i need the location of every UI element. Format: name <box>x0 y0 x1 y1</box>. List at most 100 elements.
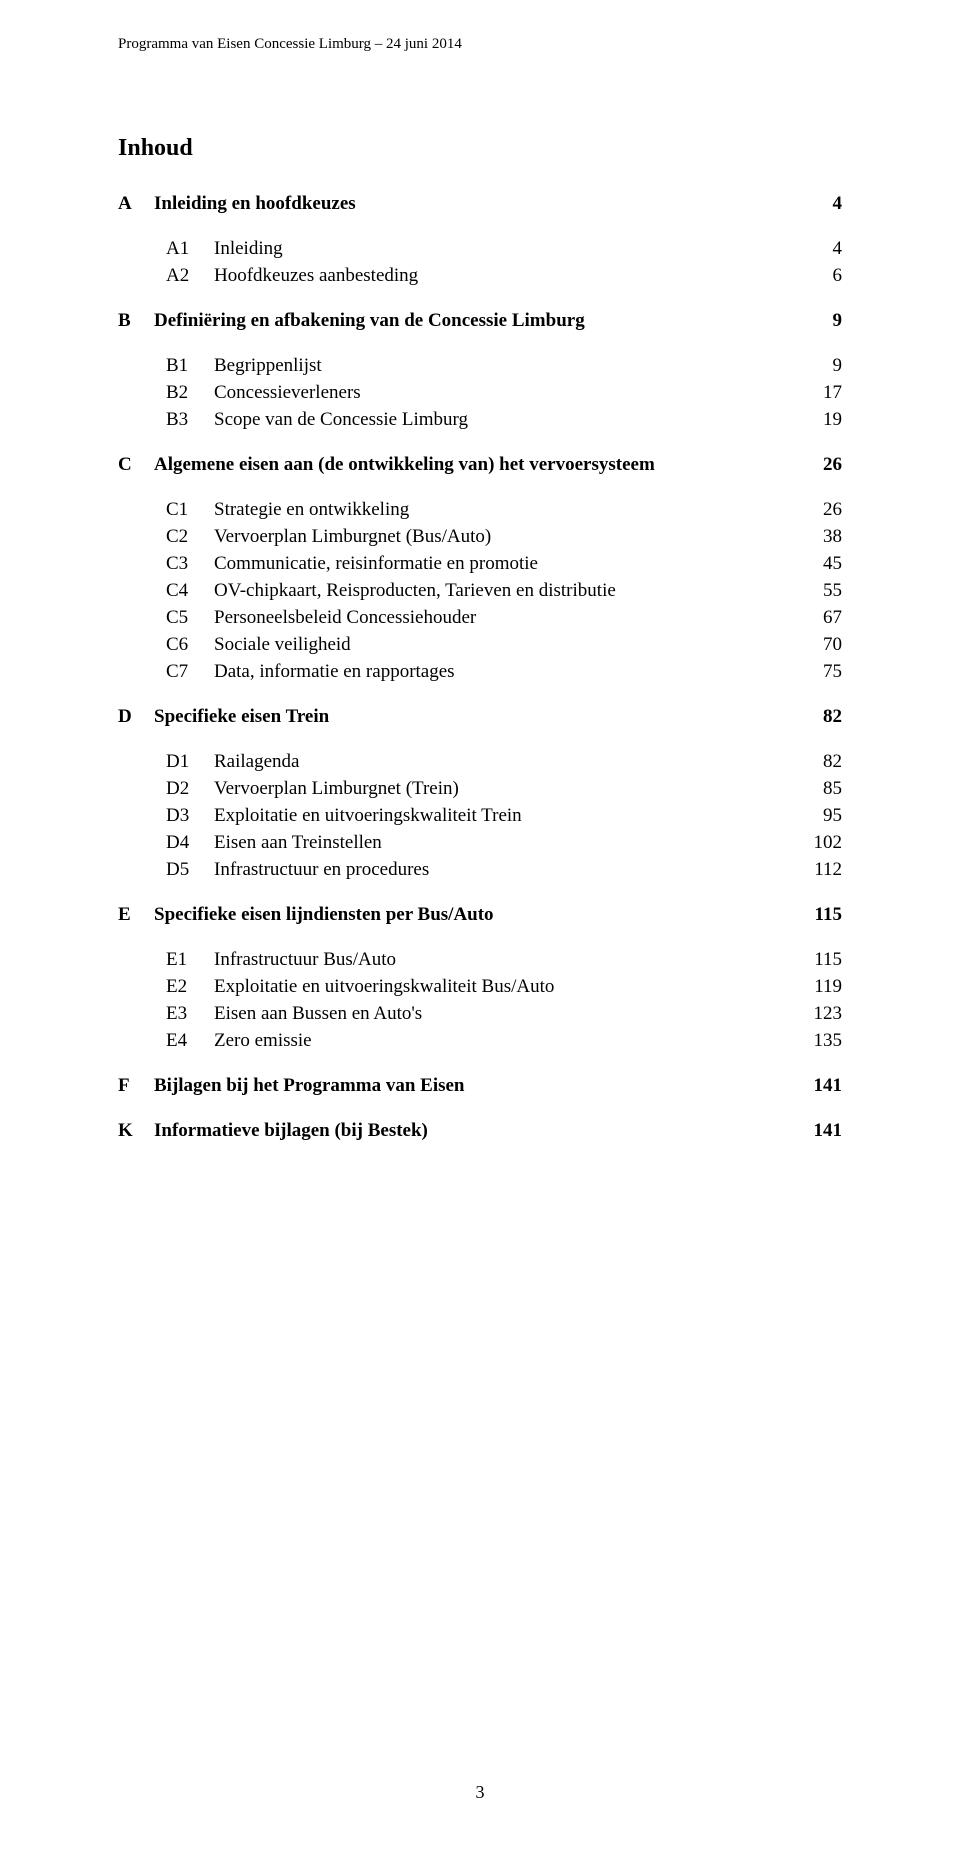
toc-page-number: 115 <box>814 950 842 969</box>
toc-section-label: Specifieke eisen lijndiensten per Bus/Au… <box>154 905 494 924</box>
toc-sub-label: Exploitatie en uitvoeringskwaliteit Trei… <box>214 806 522 825</box>
toc-sub-label: Personeelsbeleid Concessiehouder <box>214 608 476 627</box>
toc-page-number: 135 <box>814 1031 843 1050</box>
toc-page-number: 19 <box>823 410 842 429</box>
toc-page-number: 67 <box>823 608 842 627</box>
toc-spacer <box>118 338 842 356</box>
doc-title: Inhoud <box>118 135 842 162</box>
toc-spacer <box>118 734 842 752</box>
toc-page-number: 70 <box>823 635 842 654</box>
toc-sub-code: E4 <box>166 1031 214 1050</box>
toc-section-label: Bijlagen bij het Programma van Eisen <box>154 1076 465 1095</box>
table-of-contents: AInleiding en hoofdkeuzes 4 A1Inleiding 4… <box>118 194 842 1140</box>
toc-page-number: 26 <box>823 455 842 474</box>
toc-sub-code: D4 <box>166 833 214 852</box>
toc-page-number: 85 <box>823 779 842 798</box>
toc-sub-row: B1Begrippenlijst 9 <box>118 356 842 375</box>
page-number: 3 <box>0 1782 960 1803</box>
toc-sub-label: Vervoerplan Limburgnet (Bus/Auto) <box>214 527 491 546</box>
toc-sub-label: Eisen aan Treinstellen <box>214 833 382 852</box>
toc-sub-code: C5 <box>166 608 214 627</box>
toc-page-number: 17 <box>823 383 842 402</box>
toc-page-number: 119 <box>814 977 842 996</box>
toc-sub-label: Railagenda <box>214 752 299 771</box>
toc-page-number: 4 <box>833 194 843 213</box>
toc-sub-code: A1 <box>166 239 214 258</box>
toc-sub-code: B3 <box>166 410 214 429</box>
toc-sub-code: D1 <box>166 752 214 771</box>
toc-spacer <box>118 1103 842 1121</box>
toc-sub-code: C7 <box>166 662 214 681</box>
toc-sub-row: D1Railagenda 82 <box>118 752 842 771</box>
toc-sub-row: C7Data, informatie en rapportages 75 <box>118 662 842 681</box>
toc-section-row: CAlgemene eisen aan (de ontwikkeling van… <box>118 455 842 474</box>
toc-section-label: Specifieke eisen Trein <box>154 707 329 726</box>
toc-sub-code: C3 <box>166 554 214 573</box>
toc-sub-label: Strategie en ontwikkeling <box>214 500 409 519</box>
toc-sub-label: Sociale veiligheid <box>214 635 351 654</box>
toc-sub-code: C6 <box>166 635 214 654</box>
toc-spacer <box>118 437 842 455</box>
toc-sub-row: E2Exploitatie en uitvoeringskwaliteit Bu… <box>118 977 842 996</box>
toc-section-letter: A <box>118 194 154 213</box>
toc-page-number: 45 <box>823 554 842 573</box>
toc-sub-row: A1Inleiding 4 <box>118 239 842 258</box>
toc-sub-label: Exploitatie en uitvoeringskwaliteit Bus/… <box>214 977 554 996</box>
toc-page-number: 6 <box>833 266 843 285</box>
toc-section-row: BDefiniëring en afbakening van de Conces… <box>118 311 842 330</box>
toc-page-number: 75 <box>823 662 842 681</box>
toc-page-number: 141 <box>814 1121 843 1140</box>
toc-page-number: 141 <box>814 1076 843 1095</box>
toc-sub-label: Concessieverleners <box>214 383 361 402</box>
toc-page-number: 55 <box>823 581 842 600</box>
toc-sub-code: D2 <box>166 779 214 798</box>
toc-sub-row: E3Eisen aan Bussen en Auto's 123 <box>118 1004 842 1023</box>
toc-section-label: Algemene eisen aan (de ontwikkeling van)… <box>154 455 655 474</box>
toc-section-row: ESpecifieke eisen lijndiensten per Bus/A… <box>118 905 842 924</box>
toc-sub-row: C3Communicatie, reisinformatie en promot… <box>118 554 842 573</box>
toc-sub-row: D4Eisen aan Treinstellen 102 <box>118 833 842 852</box>
toc-section-row: FBijlagen bij het Programma van Eisen 14… <box>118 1076 842 1095</box>
toc-page-number: 123 <box>814 1004 843 1023</box>
toc-page-number: 4 <box>833 239 843 258</box>
toc-spacer <box>118 482 842 500</box>
toc-section-letter: E <box>118 905 154 924</box>
toc-sub-label: Inleiding <box>214 239 283 258</box>
toc-page-number: 95 <box>823 806 842 825</box>
toc-sub-code: C1 <box>166 500 214 519</box>
toc-page-number: 82 <box>823 752 842 771</box>
toc-page-number: 102 <box>814 833 843 852</box>
toc-spacer <box>118 689 842 707</box>
toc-section-label: Definiëring en afbakening van de Concess… <box>154 311 585 330</box>
toc-sub-label: Hoofdkeuzes aanbesteding <box>214 266 418 285</box>
toc-spacer <box>118 887 842 905</box>
toc-section-letter: K <box>118 1121 154 1140</box>
toc-sub-row: E4Zero emissie 135 <box>118 1031 842 1050</box>
toc-sub-row: D2Vervoerplan Limburgnet (Trein) 85 <box>118 779 842 798</box>
toc-sub-row: D5Infrastructuur en procedures 112 <box>118 860 842 879</box>
toc-sub-code: B1 <box>166 356 214 375</box>
toc-section-row: AInleiding en hoofdkeuzes 4 <box>118 194 842 213</box>
toc-sub-label: Infrastructuur en procedures <box>214 860 429 879</box>
toc-section-label: Informatieve bijlagen (bij Bestek) <box>154 1121 428 1140</box>
toc-sub-row: E1Infrastructuur Bus/Auto 115 <box>118 950 842 969</box>
toc-sub-label: Scope van de Concessie Limburg <box>214 410 468 429</box>
toc-section-letter: B <box>118 311 154 330</box>
toc-sub-row: A2Hoofdkeuzes aanbesteding 6 <box>118 266 842 285</box>
toc-sub-code: D3 <box>166 806 214 825</box>
toc-sub-label: Infrastructuur Bus/Auto <box>214 950 396 969</box>
toc-sub-label: Zero emissie <box>214 1031 312 1050</box>
toc-sub-code: C2 <box>166 527 214 546</box>
toc-sub-code: D5 <box>166 860 214 879</box>
toc-sub-label: Data, informatie en rapportages <box>214 662 455 681</box>
toc-sub-code: B2 <box>166 383 214 402</box>
toc-page-number: 9 <box>833 311 843 330</box>
toc-sub-label: OV-chipkaart, Reisproducten, Tarieven en… <box>214 581 616 600</box>
toc-sub-label: Eisen aan Bussen en Auto's <box>214 1004 422 1023</box>
toc-page-number: 38 <box>823 527 842 546</box>
toc-sub-code: E1 <box>166 950 214 969</box>
toc-sub-row: C5Personeelsbeleid Concessiehouder 67 <box>118 608 842 627</box>
toc-page-number: 112 <box>814 860 842 879</box>
toc-sub-row: C6Sociale veiligheid 70 <box>118 635 842 654</box>
toc-page-number: 82 <box>823 707 842 726</box>
